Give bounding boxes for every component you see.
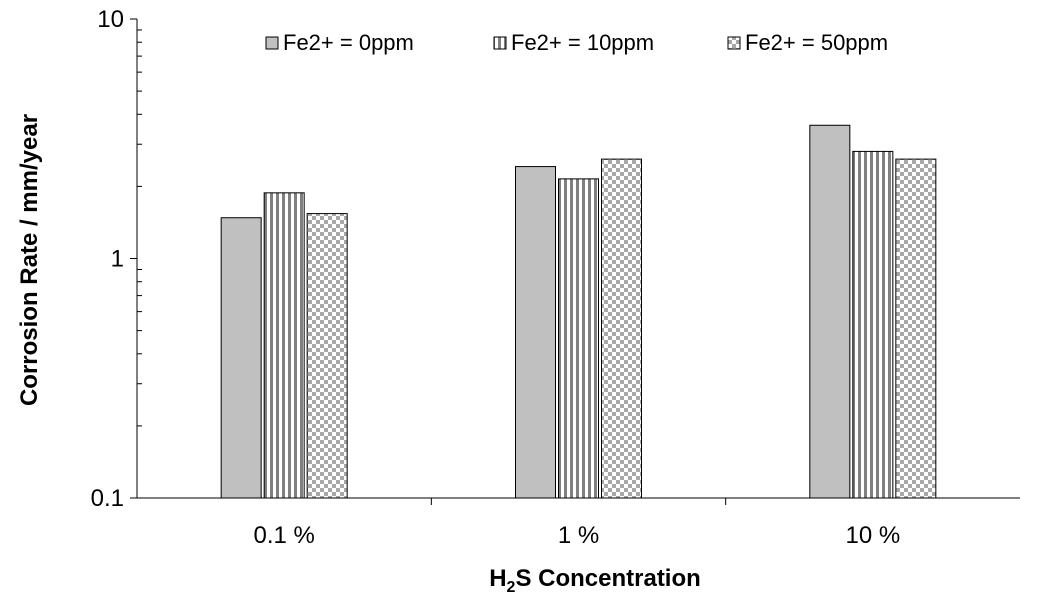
bar <box>601 158 642 499</box>
x-tick-label: 1 % <box>558 522 599 549</box>
bar <box>220 217 262 499</box>
axes-group: 0.1 1 10 0.1 % 1 % 10 % <box>91 6 1020 549</box>
y-tick-label: 1 <box>111 246 124 273</box>
y-tick-label: 10 <box>97 6 124 33</box>
y-tick-label: 0.1 <box>91 485 124 512</box>
bar <box>558 178 599 499</box>
x-axis-title-rest: S Concentration <box>515 565 700 592</box>
legend-label: Fe2+ = 0ppm <box>283 30 414 55</box>
x-tick-label: 10 % <box>845 522 900 549</box>
bar <box>263 192 305 499</box>
bar <box>809 124 851 499</box>
legend-label: Fe2+ = 10ppm <box>511 30 654 55</box>
bar <box>306 213 348 499</box>
legend-swatch <box>493 36 507 50</box>
x-axis-title-subscript: 2 <box>507 579 516 596</box>
y-axis-title: Corrosion Rate / mm/year <box>16 114 43 406</box>
x-tick-label: 0.1 % <box>253 522 314 549</box>
legend-swatch <box>727 36 741 50</box>
x-axis-title: H2S Concentration <box>489 565 701 596</box>
x-axis-title-main: H <box>489 565 506 592</box>
bar <box>515 166 556 499</box>
bars-group <box>220 124 937 499</box>
legend: Fe2+ = 0ppm Fe2+ = 10ppm Fe2+ = 50ppm <box>265 30 888 55</box>
bar <box>852 150 894 499</box>
bar <box>895 158 937 499</box>
legend-label: Fe2+ = 50ppm <box>745 30 888 55</box>
legend-swatch <box>265 36 279 50</box>
